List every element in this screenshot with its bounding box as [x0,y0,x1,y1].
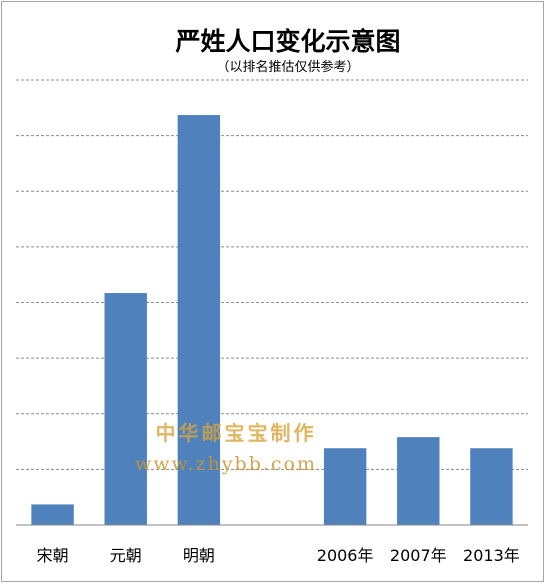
bars [31,115,513,525]
watermark-line-1: 中华邮宝宝制作 [156,421,317,445]
x-tick-label-5: 2007年 [390,546,447,565]
watermark-line-2: www.zhybb.com [135,453,317,475]
x-tick-label-2: 明朝 [183,546,215,565]
bar-4 [323,448,367,525]
x-tick-label-6: 2013年 [463,546,520,565]
x-tick-label-4: 2006年 [317,546,374,565]
bar-0 [31,504,74,525]
bar-1 [104,293,147,525]
gridlines [16,79,528,470]
x-tick-label-1: 元朝 [110,546,142,565]
bar-2 [177,115,221,525]
bar-5 [397,437,440,525]
x-tick-label-0: 宋朝 [37,546,69,565]
chart-subtitle: （以排名推估仅供参考） [216,59,359,75]
x-tick-labels: 宋朝 元朝 明朝 2006年 2007年 2013年 [37,546,520,565]
chart-title: 严姓人口变化示意图 [175,27,400,56]
bar-6 [470,448,513,525]
